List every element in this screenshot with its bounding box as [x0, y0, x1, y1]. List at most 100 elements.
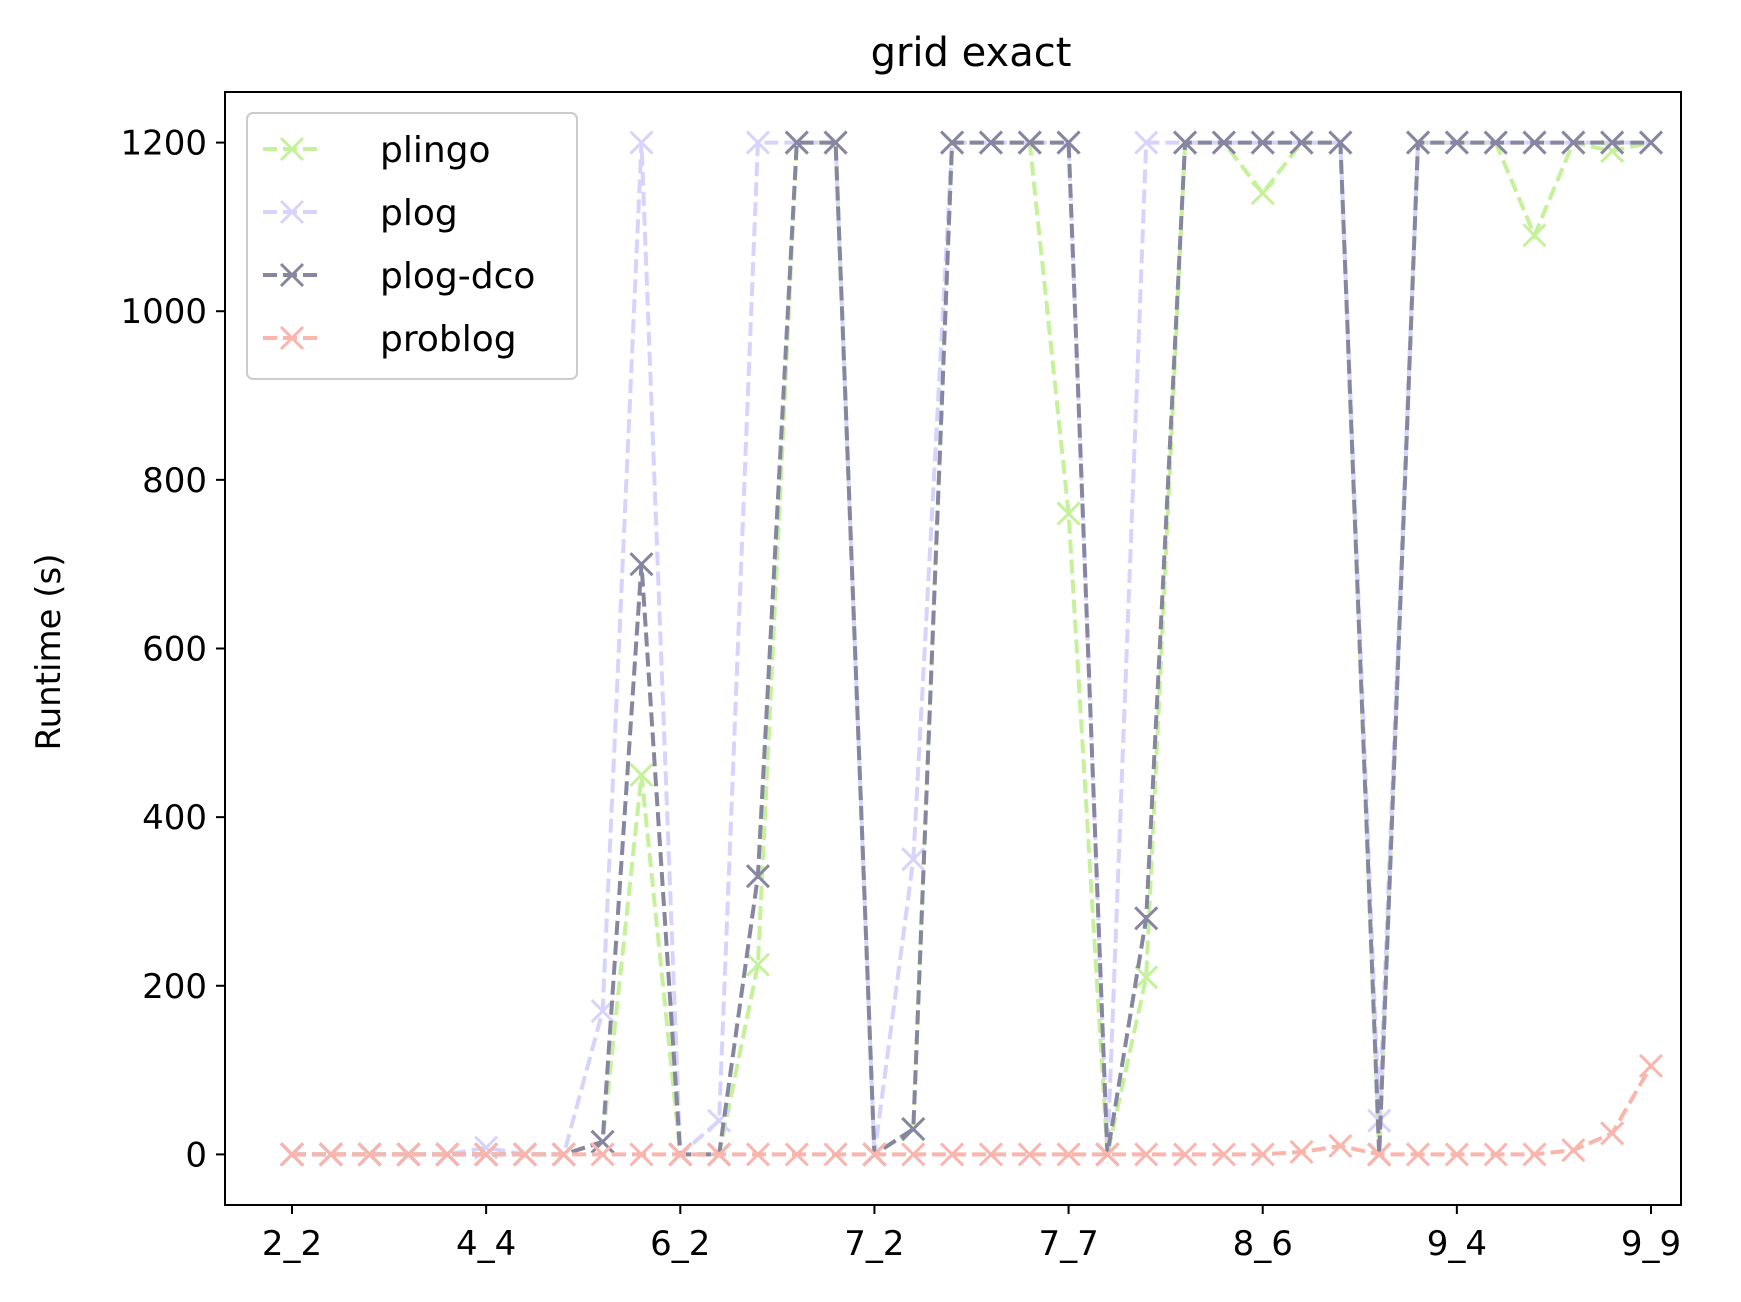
data-point — [279, 1142, 305, 1167]
data-point — [1211, 1142, 1236, 1167]
y-tick-label: 0 — [185, 1135, 207, 1175]
legend-marker — [279, 325, 305, 351]
data-point — [1289, 1139, 1314, 1164]
data-point — [474, 1142, 499, 1167]
data-point — [862, 1142, 887, 1167]
data-point — [1328, 130, 1353, 155]
data-point — [978, 130, 1003, 155]
legend-label: plog-dco — [380, 256, 535, 297]
data-point — [1211, 130, 1236, 155]
data-point — [396, 1142, 421, 1167]
legend-item-plog: plog — [263, 193, 458, 234]
y-axis-label: Runtime (s) — [29, 553, 69, 750]
data-point — [1250, 130, 1275, 155]
data-point — [1522, 130, 1547, 155]
data-point — [1017, 130, 1042, 155]
series-line — [292, 1064, 1653, 1157]
legend: plingo plog plog-dco problog — [246, 112, 578, 380]
data-point — [1367, 1142, 1392, 1167]
x-tick-label: 4_4 — [456, 1224, 516, 1264]
data-point — [745, 130, 771, 155]
data-point — [823, 130, 848, 155]
data-point — [1250, 1142, 1275, 1167]
data-point — [745, 1142, 771, 1167]
data-point — [1095, 1142, 1120, 1167]
data-point — [940, 130, 965, 155]
data-point — [784, 130, 809, 155]
data-point — [435, 1142, 460, 1167]
data-point — [551, 1142, 576, 1167]
data-point — [1134, 965, 1159, 990]
data-point — [1405, 130, 1431, 155]
legend-label: plog — [380, 193, 458, 234]
data-point — [1134, 1142, 1159, 1167]
data-point — [1405, 1142, 1431, 1167]
data-point — [1522, 223, 1547, 248]
x-tick-label: 8_6 — [1233, 1224, 1293, 1264]
data-point — [940, 1142, 965, 1167]
data-point — [1250, 181, 1275, 206]
x-tick-label: 9_4 — [1427, 1224, 1487, 1264]
data-point — [590, 1142, 615, 1167]
data-point — [1172, 130, 1198, 155]
data-point — [1522, 1142, 1547, 1167]
data-point — [668, 1142, 693, 1167]
data-point — [784, 1142, 809, 1167]
data-point — [1444, 1142, 1469, 1167]
legend-item-problog: problog — [263, 319, 517, 360]
y-tick-label: 200 — [142, 967, 207, 1007]
legend-label: plingo — [380, 130, 491, 171]
data-point — [1328, 1133, 1353, 1159]
x-tick-label: 7_2 — [844, 1224, 904, 1264]
data-point — [1483, 130, 1508, 155]
x-tick-label: 2_2 — [262, 1224, 322, 1264]
data-point — [901, 847, 926, 872]
chart-title: grid exact — [871, 30, 1072, 76]
data-point — [1561, 130, 1586, 155]
legend-marker — [279, 199, 305, 225]
data-point — [1056, 130, 1081, 155]
y-tick-label: 400 — [142, 798, 207, 838]
data-point — [1483, 1142, 1508, 1167]
data-point — [745, 864, 771, 889]
data-point — [1056, 1142, 1081, 1167]
data-point — [629, 762, 654, 788]
data-point — [512, 1142, 538, 1167]
data-point — [1017, 1142, 1042, 1167]
x-tick-label: 6_2 — [650, 1224, 710, 1264]
data-point — [1172, 1142, 1198, 1167]
data-point — [823, 1142, 848, 1167]
data-point — [357, 1142, 382, 1167]
data-point — [318, 1142, 343, 1167]
series-problog — [279, 1053, 1664, 1167]
data-point — [745, 952, 771, 977]
data-point — [1561, 1138, 1586, 1163]
y-tick-label: 1200 — [120, 124, 207, 164]
data-point — [629, 1142, 654, 1167]
data-point — [1289, 130, 1314, 155]
data-point — [1600, 1121, 1625, 1146]
x-tick-label: 7_7 — [1038, 1224, 1098, 1264]
data-point — [1134, 906, 1159, 931]
legend-frame — [246, 112, 578, 380]
data-point — [1600, 130, 1625, 155]
y-tick-label: 1000 — [120, 292, 207, 332]
legend-item-plog-dco: plog-dco — [263, 256, 535, 297]
legend-marker — [279, 262, 305, 288]
data-point — [1056, 501, 1081, 526]
data-point — [1134, 130, 1159, 155]
legend-item-plingo: plingo — [263, 130, 491, 171]
data-point — [901, 1142, 926, 1167]
y-tick-label: 800 — [142, 461, 207, 501]
data-point — [978, 1142, 1003, 1167]
data-point — [1444, 130, 1469, 155]
legend-marker — [279, 136, 305, 162]
data-point — [1638, 1053, 1664, 1078]
plot-area — [279, 130, 1664, 1167]
data-point — [901, 1117, 926, 1142]
y-tick-label: 600 — [142, 630, 207, 670]
data-point — [629, 130, 654, 155]
x-tick-label: 9_9 — [1621, 1224, 1681, 1264]
data-point — [1638, 130, 1664, 155]
